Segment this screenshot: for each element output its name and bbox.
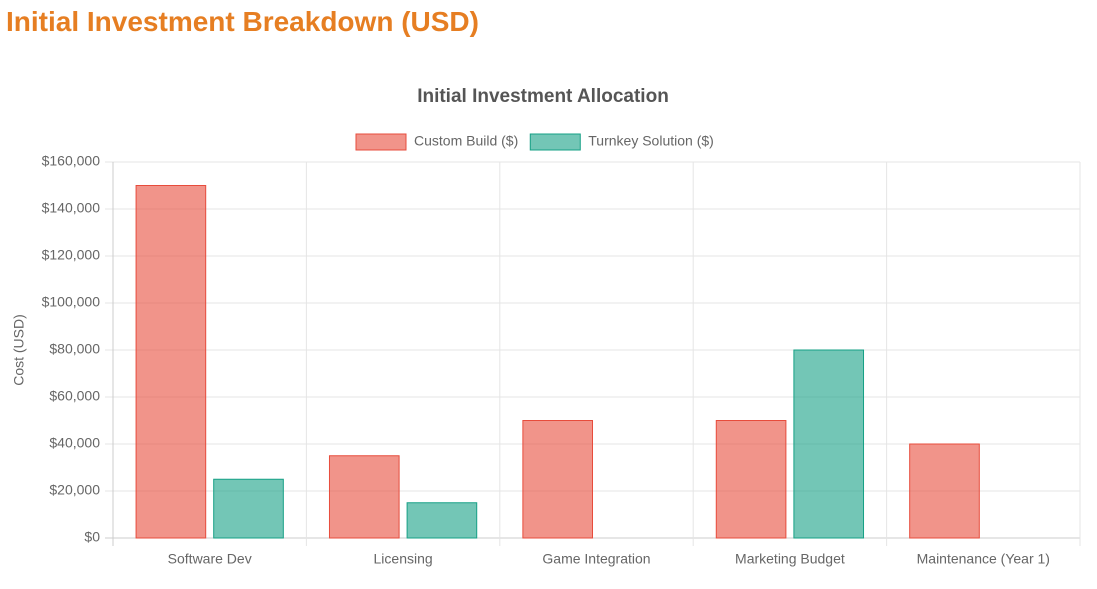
bar xyxy=(793,349,865,539)
bar xyxy=(135,185,207,539)
x-tick-label: Software Dev xyxy=(168,551,252,567)
bar xyxy=(328,455,400,539)
legend-label: Turnkey Solution ($) xyxy=(588,133,714,149)
y-tick-label: $60,000 xyxy=(49,388,100,404)
y-tick-label: $20,000 xyxy=(49,482,100,498)
bar xyxy=(909,443,980,539)
x-tick-label: Licensing xyxy=(374,551,433,567)
y-tick-label: $140,000 xyxy=(42,200,101,216)
y-tick-label: $80,000 xyxy=(49,341,100,357)
legend-label: Custom Build ($) xyxy=(414,133,518,149)
bar xyxy=(213,478,284,539)
chart-title: Initial Investment Allocation xyxy=(417,86,669,107)
x-tick-label: Marketing Budget xyxy=(735,551,845,567)
y-tick-label: $100,000 xyxy=(42,294,101,310)
y-tick-label: $120,000 xyxy=(42,247,101,263)
y-tick-label: $40,000 xyxy=(49,435,100,451)
x-tick-label: Game Integration xyxy=(542,551,650,567)
page-heading: Initial Investment Breakdown (USD) xyxy=(6,6,479,37)
bar xyxy=(715,420,787,539)
y-tick-label: $160,000 xyxy=(42,153,101,169)
bar xyxy=(522,420,593,539)
y-tick-label: $0 xyxy=(84,529,100,545)
x-tick-label: Maintenance (Year 1) xyxy=(917,551,1050,567)
bar xyxy=(406,502,478,539)
legend-swatch xyxy=(355,133,407,151)
y-axis-label: Cost (USD) xyxy=(11,314,27,386)
legend-swatch xyxy=(529,133,581,151)
